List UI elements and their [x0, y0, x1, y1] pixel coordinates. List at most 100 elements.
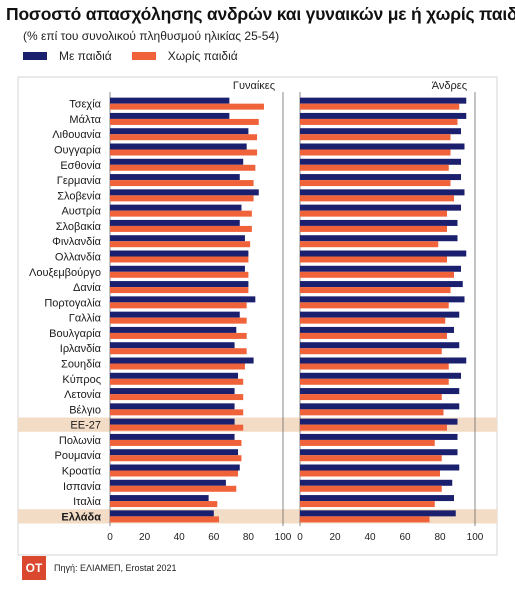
bar-0-0-17 — [110, 357, 254, 364]
bar-0-1-6 — [110, 195, 254, 202]
category-label-5: Γερμανία — [57, 175, 102, 187]
bar-1-0-14 — [300, 311, 460, 318]
x-tick-1-0: 0 — [297, 532, 303, 543]
chart-title: Ποσοστό απασχόλησης ανδρών και γυναικών … — [6, 4, 515, 24]
bar-0-0-2 — [110, 128, 249, 135]
bar-0-1-2 — [110, 134, 258, 141]
category-label-8: Σλοβακία — [56, 221, 102, 233]
category-label-0: Τσεχία — [69, 99, 101, 111]
bar-0-1-11 — [110, 271, 249, 278]
bar-1-0-2 — [300, 128, 461, 135]
bar-0-0-11 — [110, 265, 245, 272]
bar-0-0-3 — [110, 143, 247, 150]
bar-0-0-15 — [110, 326, 237, 333]
bar-1-0-27 — [300, 510, 456, 517]
bar-0-1-17 — [110, 363, 245, 370]
x-tick-0-40: 40 — [174, 532, 186, 543]
legend-label-with-children: Με παιδιά — [59, 49, 112, 63]
bar-1-1-22 — [300, 439, 435, 446]
bar-1-0-4 — [300, 158, 461, 165]
bar-0-1-27 — [110, 516, 219, 523]
category-label-24: Κροατία — [62, 466, 102, 478]
category-label-9: Φινλανδία — [52, 236, 101, 248]
bar-0-0-14 — [110, 311, 240, 318]
panel-label-0: Γυναίκες — [233, 80, 275, 92]
bar-0-0-12 — [110, 281, 249, 288]
bar-0-0-25 — [110, 479, 226, 486]
category-label-27: Ελλάδα — [61, 511, 101, 523]
bar-0-1-1 — [110, 118, 259, 125]
bar-1-1-24 — [300, 470, 440, 477]
bar-1-1-5 — [300, 180, 451, 187]
bar-0-0-4 — [110, 158, 244, 165]
bar-1-1-25 — [300, 485, 442, 492]
bar-1-0-7 — [300, 204, 461, 211]
x-tick-1-80: 80 — [434, 532, 446, 543]
bar-1-1-26 — [300, 501, 435, 508]
legend-item-with-children: Με παιδιά — [23, 49, 112, 63]
legend-swatch-without-children — [131, 52, 156, 60]
bar-0-0-8 — [110, 219, 240, 226]
legend-swatch-with-children — [23, 52, 47, 60]
category-label-26: Ιταλία — [73, 496, 102, 508]
bar-1-1-8 — [300, 225, 447, 232]
bar-0-0-26 — [110, 495, 209, 502]
bar-1-0-18 — [300, 372, 461, 379]
category-label-16: Ιρλανδία — [60, 343, 102, 355]
bar-1-1-19 — [300, 394, 442, 401]
bar-0-1-3 — [110, 149, 258, 156]
bar-0-0-18 — [110, 372, 239, 379]
bar-1-0-22 — [300, 433, 458, 440]
bar-1-0-21 — [300, 418, 458, 425]
bar-0-0-16 — [110, 342, 235, 349]
bar-0-0-5 — [110, 174, 240, 181]
bar-1-1-27 — [300, 516, 430, 523]
bar-1-0-19 — [300, 388, 460, 395]
bar-1-1-23 — [300, 455, 442, 462]
bar-0-1-25 — [110, 485, 237, 492]
bar-0-0-6 — [110, 189, 259, 196]
bar-1-0-0 — [300, 97, 467, 104]
bar-1-0-1 — [300, 112, 467, 119]
bar-1-1-17 — [300, 363, 449, 370]
bar-0-1-15 — [110, 332, 247, 339]
bar-0-0-27 — [110, 510, 214, 517]
category-label-1: Μάλτα — [69, 114, 101, 126]
bar-0-1-24 — [110, 470, 239, 477]
x-tick-0-0: 0 — [107, 532, 113, 543]
chart-frame — [17, 76, 498, 556]
bar-0-1-8 — [110, 225, 252, 232]
bar-1-0-11 — [300, 265, 461, 272]
x-tick-1-40: 40 — [364, 532, 376, 543]
bar-1-0-15 — [300, 326, 454, 333]
bar-1-1-13 — [300, 302, 449, 309]
bar-0-1-10 — [110, 256, 249, 263]
bar-0-0-21 — [110, 418, 235, 425]
bar-1-1-3 — [300, 149, 451, 156]
category-label-10: Ολλανδία — [55, 252, 102, 264]
bar-1-1-7 — [300, 210, 447, 217]
bar-0-0-10 — [110, 250, 249, 257]
bar-0-0-20 — [110, 403, 235, 410]
bar-0-1-7 — [110, 210, 252, 217]
bar-1-0-6 — [300, 189, 465, 196]
bar-0-1-5 — [110, 180, 254, 187]
bar-1-0-13 — [300, 296, 465, 303]
bar-0-0-19 — [110, 388, 235, 395]
bar-1-0-25 — [300, 479, 453, 486]
legend: Με παιδιά Χωρίς παιδιά — [23, 49, 258, 63]
category-label-20: Βέλγιο — [69, 404, 101, 416]
bar-0-0-7 — [110, 204, 242, 211]
x-tick-1-100: 100 — [467, 532, 484, 543]
bar-1-0-9 — [300, 235, 458, 242]
bar-0-1-19 — [110, 394, 244, 401]
bar-1-1-2 — [300, 134, 451, 141]
bar-1-0-8 — [300, 219, 458, 226]
bar-1-1-18 — [300, 378, 449, 385]
footer: OT Πηγή: ΕΛΙΑΜΕΠ, Erostat 2021 — [22, 556, 177, 580]
bar-0-1-21 — [110, 424, 244, 431]
x-tick-1-20: 20 — [329, 532, 341, 543]
category-label-15: Βουλγαρία — [49, 328, 102, 340]
ot-logo: OT — [22, 556, 46, 580]
bar-1-0-12 — [300, 281, 463, 288]
